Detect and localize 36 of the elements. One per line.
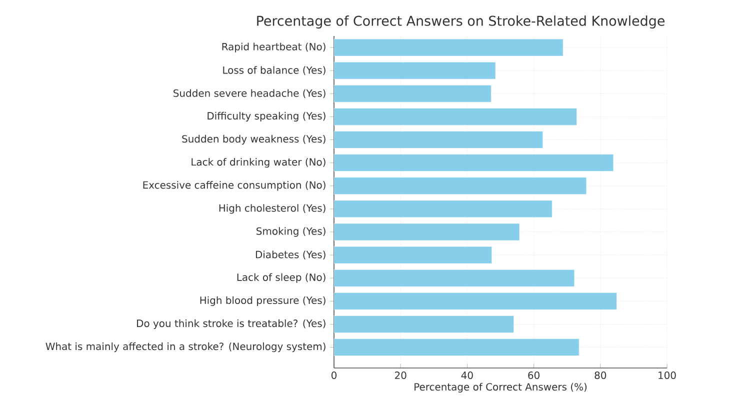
x-tick-label: 100	[658, 372, 676, 380]
x-axis-title: Percentage of Correct Answers (%)	[414, 382, 587, 393]
bar	[334, 108, 577, 126]
y-tick-label: Lack of drinking water (No)	[192, 158, 326, 168]
y-tick-label: Diabetes (Yes)	[256, 250, 326, 260]
chart-title: Percentage of Correct Answers on Stroke-Related Knowledge	[257, 15, 664, 29]
x-tick-label: 80	[594, 372, 606, 380]
y-tick-label: Loss of balance (Yes)	[223, 66, 326, 76]
bar	[334, 269, 575, 287]
y-tick-label: Do you think stroke is treatable? (Yes)	[137, 319, 326, 330]
y-tick-label: Difficulty speaking (Yes)	[208, 112, 326, 122]
y-tick-label: Rapid heartbeat (No)	[222, 42, 326, 52]
bar	[334, 84, 492, 102]
bar	[334, 223, 520, 241]
y-tick-label: High cholesterol (Yes)	[219, 204, 326, 214]
bar	[334, 38, 564, 56]
y-tick-label: Smoking (Yes)	[256, 227, 326, 237]
x-tick-label: 0	[331, 372, 337, 380]
y-tick-label: What is mainly affected in a stroke? (Neurology system)	[46, 342, 326, 352]
y-tick-label: Excessive caffeine consumption (No)	[143, 181, 326, 191]
bar	[334, 316, 514, 333]
bar	[334, 131, 543, 148]
bar	[334, 62, 496, 80]
y-tick-label: Sudden severe headache (Yes)	[174, 89, 326, 98]
x-tick-label: 60	[528, 372, 540, 380]
x-tick-label: 40	[461, 372, 473, 380]
y-tick-label: High blood pressure (Yes)	[200, 296, 326, 306]
bar	[334, 338, 580, 356]
bar	[334, 177, 587, 195]
x-tick-label: 20	[394, 372, 406, 380]
bar	[334, 154, 614, 172]
y-tick-label: Sudden body weakness (Yes)	[182, 134, 326, 145]
bar	[334, 200, 552, 218]
bar	[334, 246, 492, 264]
bar	[334, 292, 617, 310]
y-tick-label: Lack of sleep (No)	[237, 273, 326, 283]
